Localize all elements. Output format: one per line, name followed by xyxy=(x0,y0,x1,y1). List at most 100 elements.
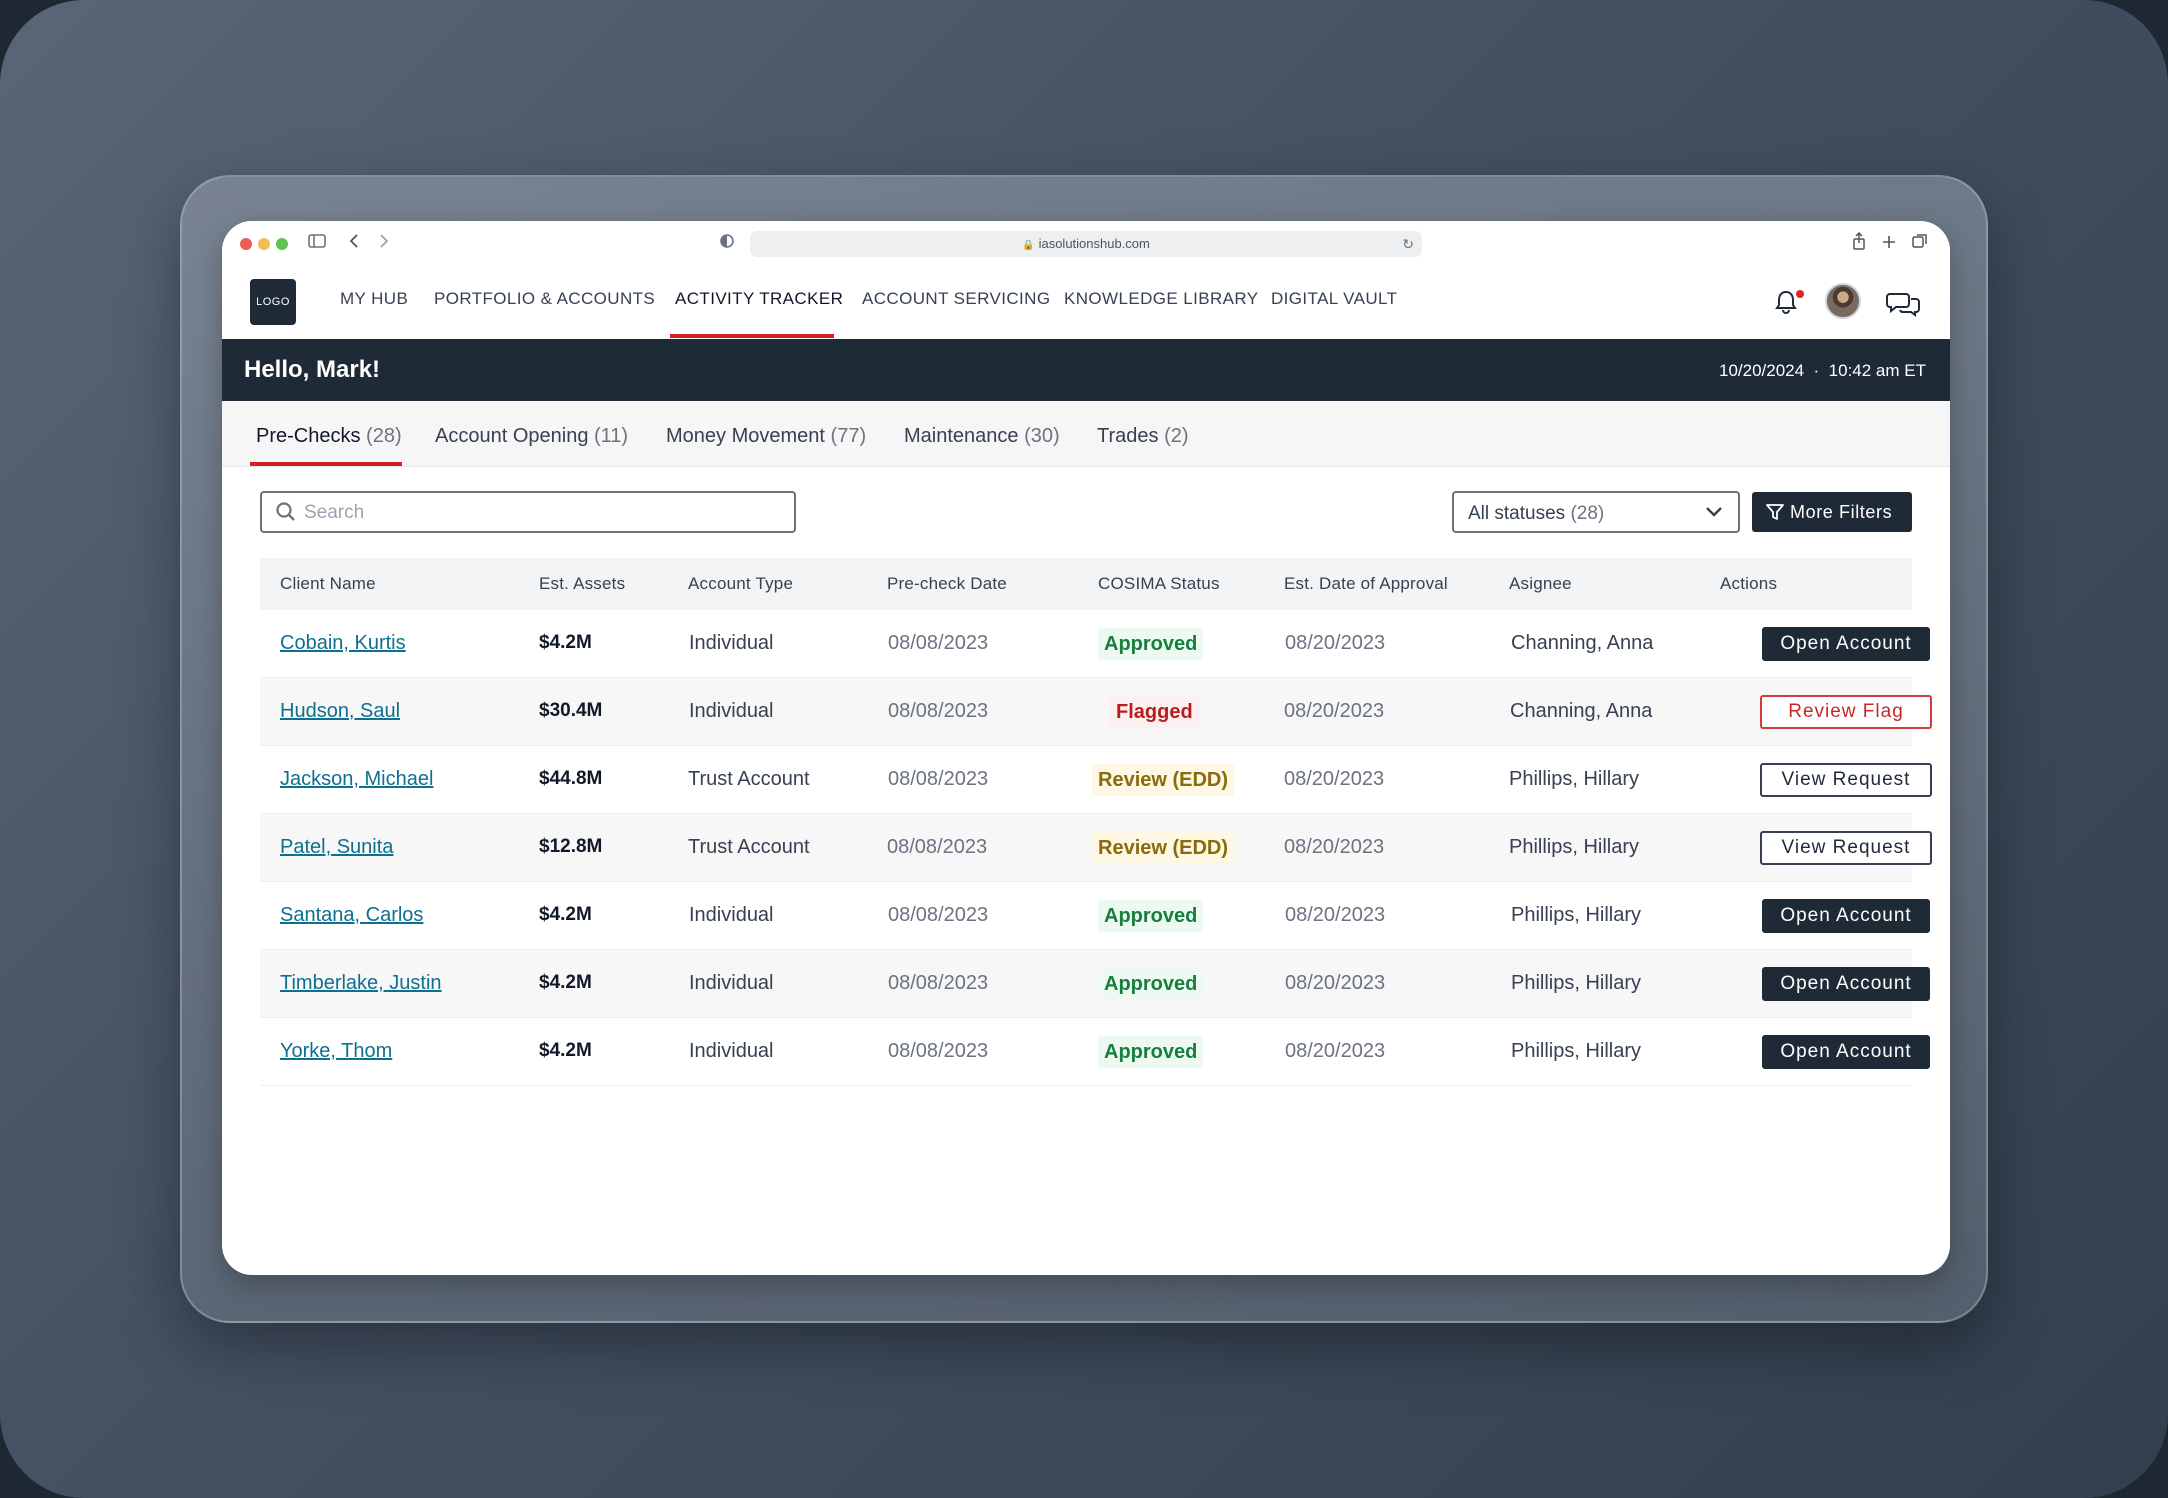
nav-my-hub[interactable]: MY HUB xyxy=(340,289,409,308)
est-assets: $4.2M xyxy=(539,632,592,653)
minimize-window-button[interactable] xyxy=(258,238,270,250)
approval-date: 08/20/2023 xyxy=(1285,632,1386,654)
client-name-link[interactable]: Yorke, Thom xyxy=(280,1040,393,1062)
chevron-down-icon xyxy=(1706,507,1722,517)
logo[interactable]: LOGO xyxy=(250,279,296,325)
active-nav-indicator xyxy=(670,334,834,338)
notification-dot xyxy=(1796,290,1804,298)
filter-icon xyxy=(1766,504,1784,520)
status-badge: Approved xyxy=(1098,900,1204,932)
header-assignee[interactable]: Asignee xyxy=(1509,574,1572,593)
approval-date: 08/20/2023 xyxy=(1285,904,1386,926)
status-filter-dropdown[interactable]: All statuses (28) xyxy=(1452,491,1740,533)
review-flag-button[interactable]: Review Flag xyxy=(1760,695,1932,729)
close-window-button[interactable] xyxy=(240,238,252,250)
open-account-button[interactable]: Open Account xyxy=(1762,967,1930,1001)
new-tab-icon[interactable] xyxy=(1882,232,1896,254)
open-account-button[interactable]: Open Account xyxy=(1762,1035,1930,1069)
forward-icon[interactable] xyxy=(378,232,390,254)
est-assets: $4.2M xyxy=(539,972,592,993)
status-badge: Approved xyxy=(1098,968,1204,1000)
activity-tabs: Pre-Checks (28) Account Opening (11) Mon… xyxy=(222,401,1950,467)
more-filters-label: More Filters xyxy=(1790,502,1893,522)
pre-check-date: 08/08/2023 xyxy=(888,904,989,926)
search-icon xyxy=(276,502,295,521)
tab-account-opening[interactable]: Account Opening (11) xyxy=(435,425,629,447)
open-account-button[interactable]: Open Account xyxy=(1762,627,1930,661)
table-header: Client Name Est. Assets Account Type Pre… xyxy=(260,558,1912,610)
est-assets: $4.2M xyxy=(539,1040,592,1061)
nav-account-servicing[interactable]: ACCOUNT SERVICING xyxy=(862,289,1051,308)
table-row: Santana, Carlos $4.2M Individual 08/08/2… xyxy=(260,882,1930,950)
assignee: Phillips, Hillary xyxy=(1511,1040,1642,1062)
assignee: Channing, Anna xyxy=(1511,632,1654,654)
client-name-link[interactable]: Santana, Carlos xyxy=(280,904,424,926)
tab-maintenance[interactable]: Maintenance (30) xyxy=(904,425,1060,447)
open-account-button[interactable]: Open Account xyxy=(1762,899,1930,933)
current-datetime: 10/20/2024 · 10:42 am ET xyxy=(1719,361,1926,380)
address-bar[interactable]: 🔒 iasolutionshub.com ↻ xyxy=(750,231,1422,257)
tab-pre-checks[interactable]: Pre-Checks (28) xyxy=(256,425,402,447)
search-input[interactable] xyxy=(304,499,784,527)
privacy-shield-icon[interactable] xyxy=(720,232,734,254)
share-icon[interactable] xyxy=(1852,231,1866,255)
pre-check-date: 08/08/2023 xyxy=(888,700,989,722)
client-name-link[interactable]: Cobain, Kurtis xyxy=(280,632,406,654)
nav-activity-tracker[interactable]: ACTIVITY TRACKER xyxy=(675,289,844,308)
client-name-link[interactable]: Hudson, Saul xyxy=(280,700,401,722)
more-filters-button[interactable]: More Filters xyxy=(1752,492,1912,532)
sidebar-toggle-icon[interactable] xyxy=(308,232,326,254)
header-est-assets[interactable]: Est. Assets xyxy=(539,574,626,593)
approval-date: 08/20/2023 xyxy=(1285,1040,1386,1062)
reload-icon[interactable]: ↻ xyxy=(1402,236,1414,252)
status-badge: Approved xyxy=(1098,628,1204,660)
approval-date: 08/20/2023 xyxy=(1284,700,1385,722)
bell-icon[interactable] xyxy=(1774,289,1798,320)
est-assets: $30.4M xyxy=(539,700,603,721)
nav-knowledge-library[interactable]: KNOWLEDGE LIBRARY xyxy=(1064,289,1259,308)
tab-overview-icon[interactable] xyxy=(1912,232,1928,254)
table-row: Hudson, Saul $30.4M Individual 08/08/202… xyxy=(260,678,1932,746)
client-name-link[interactable]: Timberlake, Justin xyxy=(280,972,442,994)
account-type: Individual xyxy=(689,1040,774,1062)
header-pre-check-date[interactable]: Pre-check Date xyxy=(887,574,1007,593)
est-assets: $12.8M xyxy=(539,836,603,857)
tab-money-movement[interactable]: Money Movement (77) xyxy=(666,425,867,447)
nav-portfolio-accounts[interactable]: PORTFOLIO & ACCOUNTS xyxy=(434,289,656,308)
nav-digital-vault[interactable]: DIGITAL VAULT xyxy=(1271,289,1398,308)
chat-icon[interactable] xyxy=(1886,289,1920,322)
assignee: Phillips, Hillary xyxy=(1511,972,1642,994)
main-navigation: LOGO MY HUB PORTFOLIO & ACCOUNTS ACTIVIT… xyxy=(222,267,1950,339)
browser-toolbar: 🔒 iasolutionshub.com ↻ xyxy=(222,221,1950,267)
table-row: Patel, Sunita $12.8M Trust Account 08/08… xyxy=(260,814,1932,882)
approval-date: 08/20/2023 xyxy=(1284,836,1385,858)
header-est-date-approval[interactable]: Est. Date of Approval xyxy=(1284,574,1448,593)
status-badge: Review (EDD) xyxy=(1092,764,1235,796)
tab-trades[interactable]: Trades (2) xyxy=(1097,425,1189,447)
back-icon[interactable] xyxy=(348,232,360,254)
header-account-type[interactable]: Account Type xyxy=(688,574,794,593)
view-request-button[interactable]: View Request xyxy=(1760,831,1932,865)
account-type: Trust Account xyxy=(688,836,810,858)
url-text: iasolutionshub.com xyxy=(1038,236,1150,251)
search-box xyxy=(260,491,796,533)
est-assets: $44.8M xyxy=(539,768,603,789)
view-request-button[interactable]: View Request xyxy=(1760,763,1932,797)
active-tab-indicator xyxy=(250,462,402,466)
header-client-name[interactable]: Client Name xyxy=(280,574,376,593)
pre-check-date: 08/08/2023 xyxy=(888,1040,989,1062)
approval-date: 08/20/2023 xyxy=(1285,972,1386,994)
account-type: Individual xyxy=(689,972,774,994)
pre-check-date: 08/08/2023 xyxy=(888,972,989,994)
pre-checks-table: Client Name Est. Assets Account Type Pre… xyxy=(260,558,1932,1086)
avatar[interactable] xyxy=(1825,283,1861,319)
client-name-link[interactable]: Patel, Sunita xyxy=(280,836,394,858)
browser-window: 🔒 iasolutionshub.com ↻ LOGO MY HUB PORTFO… xyxy=(222,221,1950,1275)
greeting-bar: Hello, Mark! 10/20/2024 · 10:42 am ET xyxy=(222,339,1950,401)
status-badge: Review (EDD) xyxy=(1092,832,1235,864)
approval-date: 08/20/2023 xyxy=(1284,768,1385,790)
table-row: Jackson, Michael $44.8M Trust Account 08… xyxy=(260,746,1932,814)
client-name-link[interactable]: Jackson, Michael xyxy=(280,768,434,790)
zoom-window-button[interactable] xyxy=(276,238,288,250)
header-cosima-status[interactable]: COSIMA Status xyxy=(1098,574,1220,593)
